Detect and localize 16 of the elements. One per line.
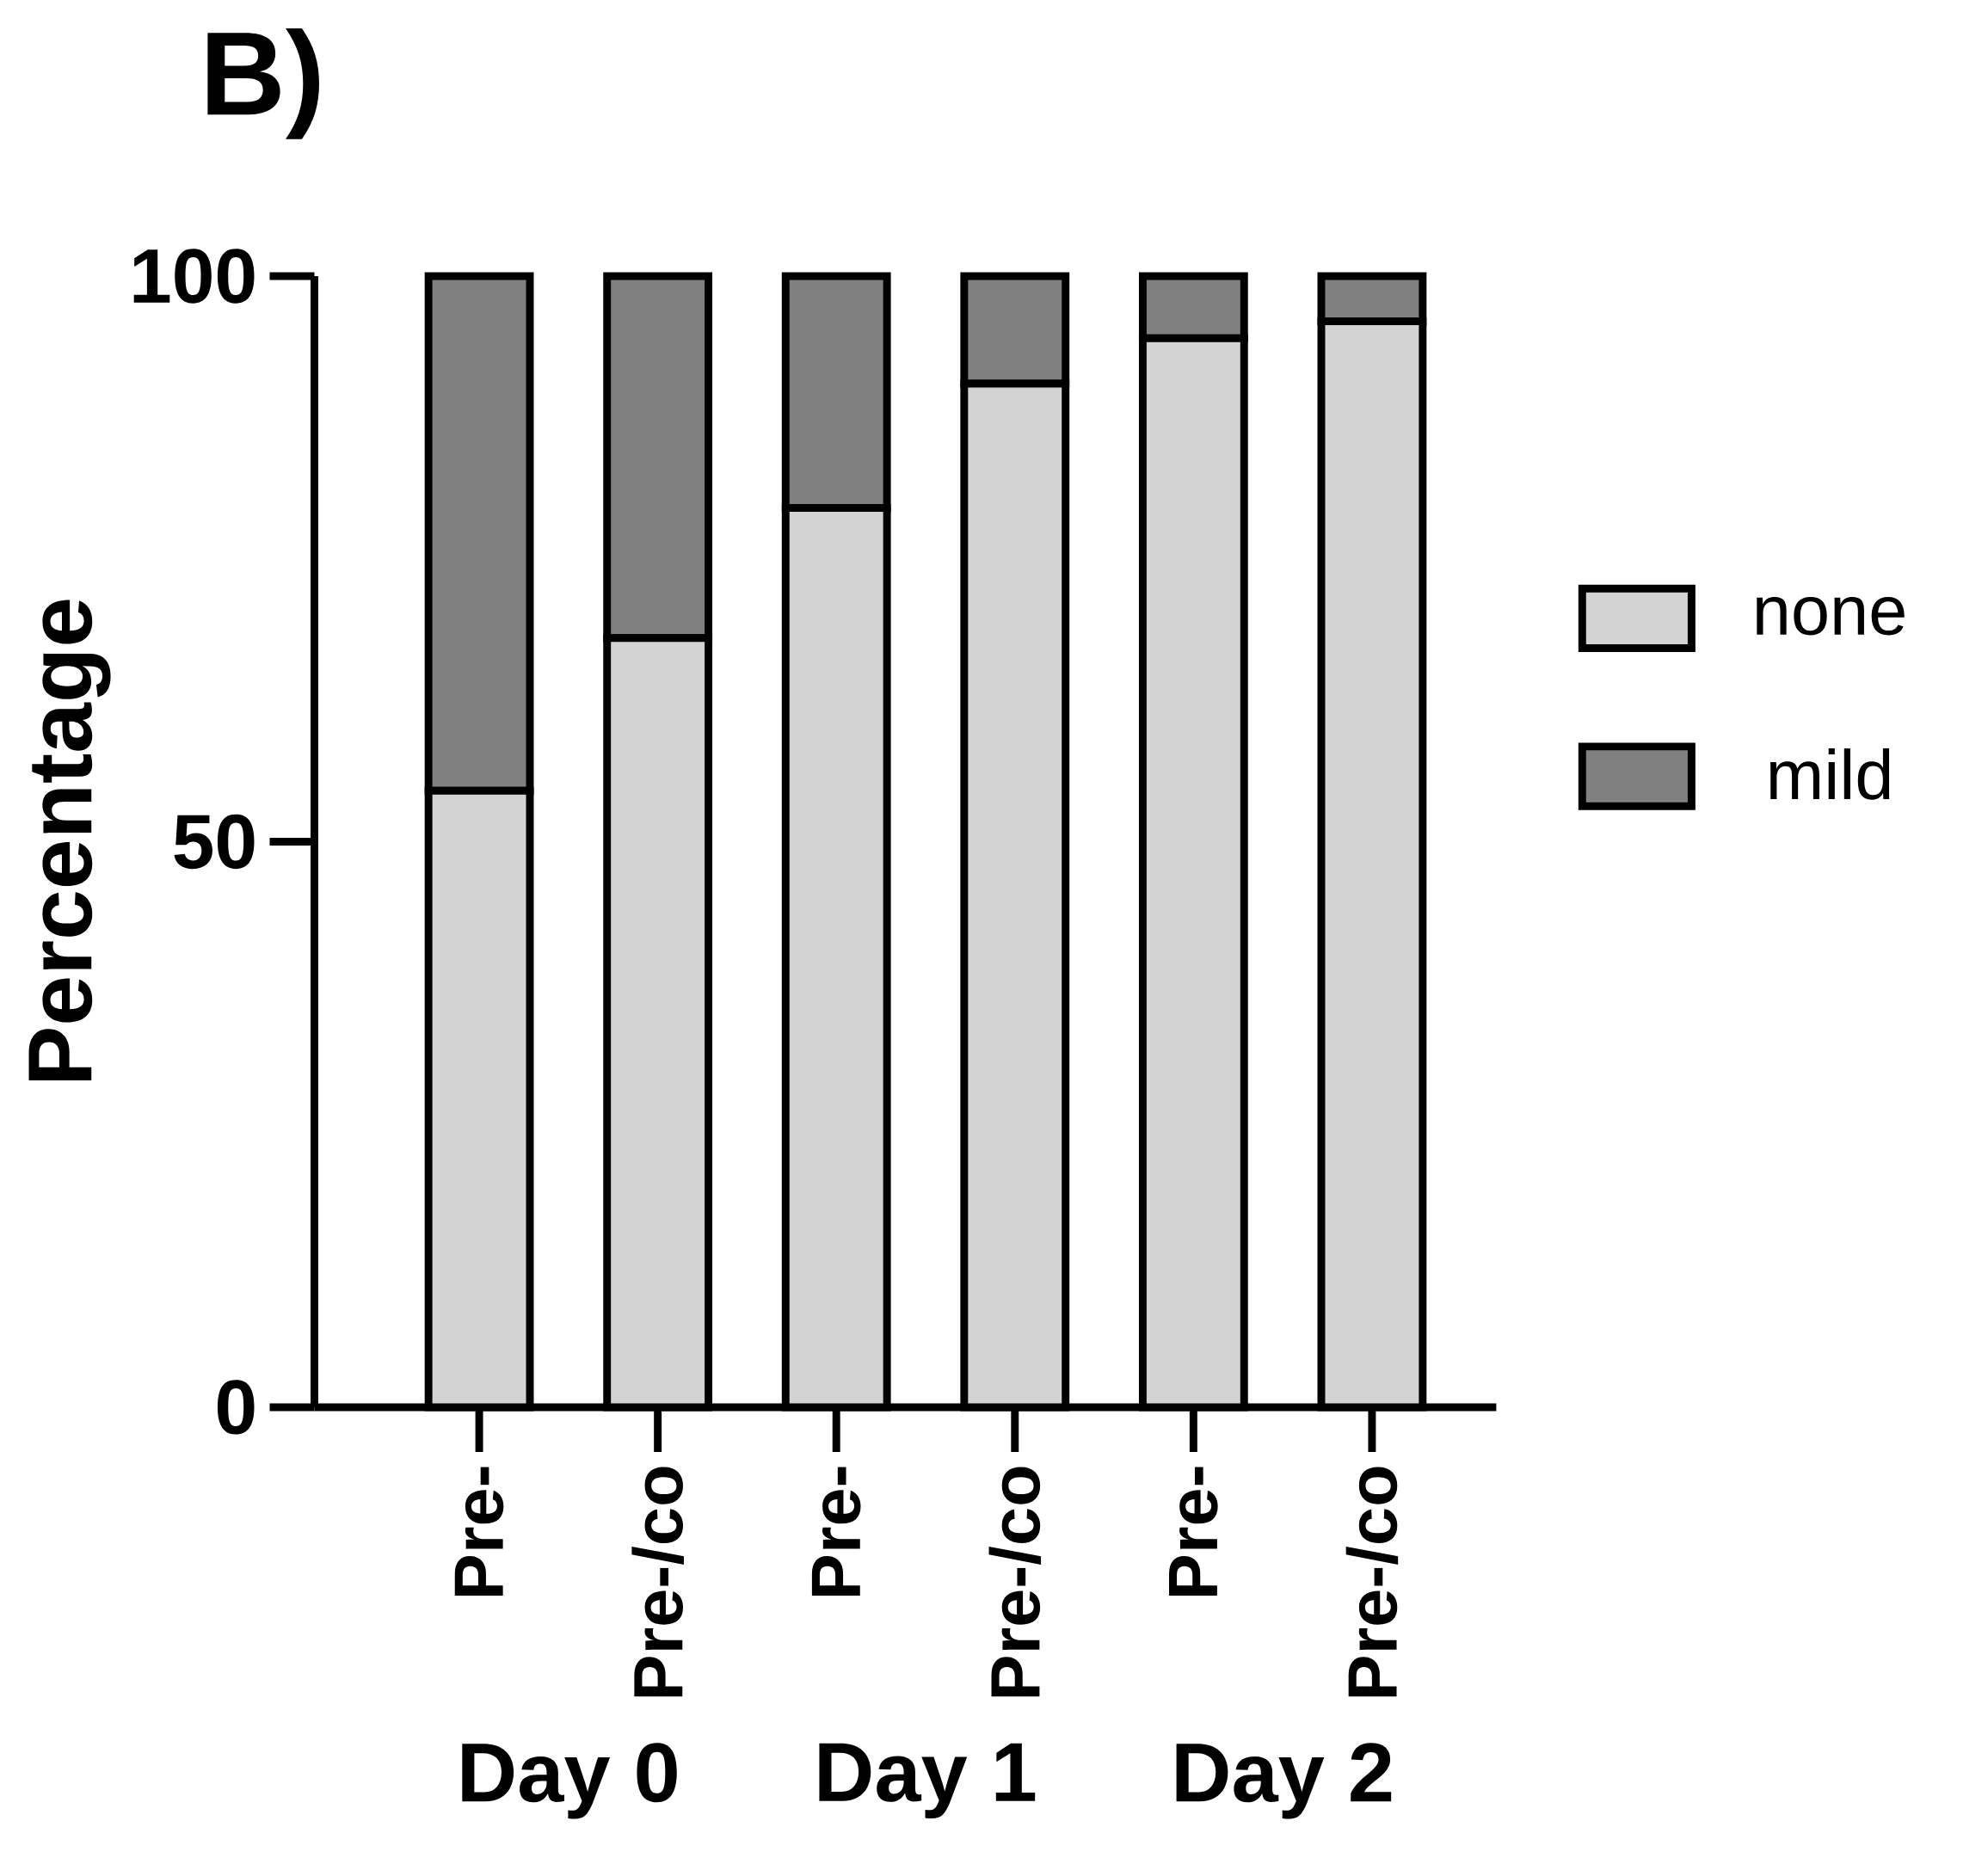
y-tick-label: 50	[174, 815, 255, 870]
x-tick-label: Pre-/co	[988, 1467, 1042, 1697]
text: Day 1	[819, 1744, 1036, 1819]
x-tick-label: Pre-/co	[631, 1467, 684, 1697]
chart-title: B)	[207, 28, 319, 140]
legend-label: none	[1757, 597, 1905, 636]
y-tick-label: 100	[133, 249, 255, 304]
x-tick-label: Pre-/co	[1345, 1467, 1399, 1697]
y-tick-label: 0	[217, 1380, 255, 1435]
x-tick-label: Pre-	[1169, 1467, 1218, 1596]
y-axis-title: Percentage	[28, 600, 111, 1081]
x-tick-label: Pre-	[811, 1467, 861, 1596]
text: Day 2	[1176, 1743, 1392, 1819]
text: Day 0	[462, 1743, 677, 1819]
x-tick-label: Pre-	[454, 1467, 504, 1596]
legend-label: mild	[1770, 748, 1890, 800]
